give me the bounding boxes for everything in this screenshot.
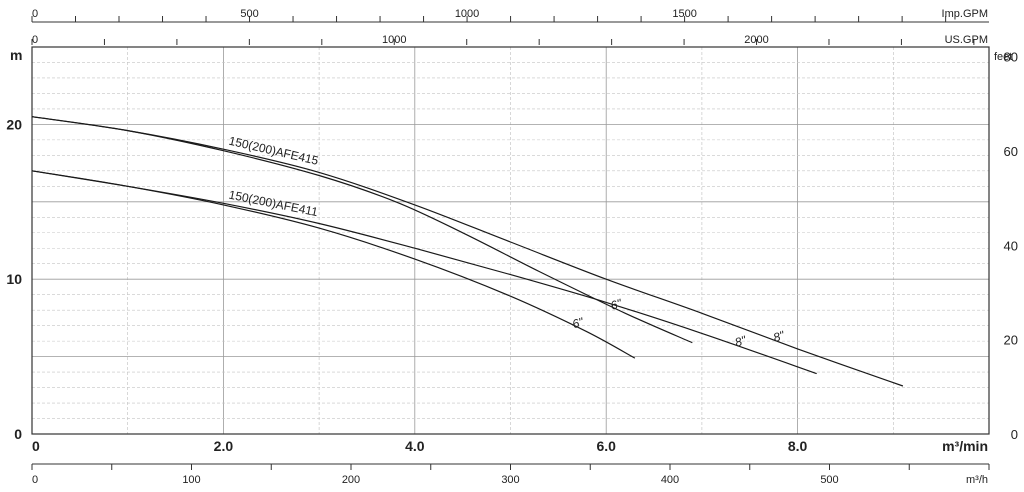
m3min-tick-label: 0 <box>32 438 40 454</box>
plot-frame <box>31 46 990 435</box>
y-unit-m-label: m <box>10 47 22 63</box>
imp-gpm-tick-label: 1000 <box>455 8 479 20</box>
m3h-tick-label: 200 <box>342 474 360 486</box>
imp-gpm-tick-label: 0 <box>32 8 38 20</box>
series-group <box>31 116 904 387</box>
m3h-tick-label: 100 <box>182 474 200 486</box>
series-line-0 <box>31 116 693 344</box>
pipe-size-label: 6" <box>609 296 624 313</box>
m3min-tick-label: 2.0 <box>214 438 234 454</box>
y-m-tick-label: 0 <box>14 426 22 442</box>
series-line-3 <box>31 170 817 375</box>
us-gpm-tick-label: 1000 <box>382 34 406 46</box>
m3h-tick-label: 400 <box>661 474 679 486</box>
m3min-tick-label: 6.0 <box>596 438 616 454</box>
m3min-tick-label: 4.0 <box>405 438 425 454</box>
y-m-tick-label: 10 <box>6 271 22 287</box>
m3h-tick-label: 0 <box>32 474 38 486</box>
y-feet-tick-label: 40 <box>1004 238 1018 253</box>
y-feet-tick-label: 0 <box>1011 427 1018 442</box>
imp-gpm-tick-label: 1500 <box>672 8 696 20</box>
grid <box>32 47 989 434</box>
y-feet-tick-label: 60 <box>1004 144 1018 159</box>
series-line-1 <box>31 116 904 387</box>
curve-model-label: 150(200)AFE411 <box>228 188 320 220</box>
y-feet-tick-label: 20 <box>1004 333 1018 348</box>
y-m-tick-label: 20 <box>6 116 22 132</box>
pipe-size-label: 8" <box>733 333 748 350</box>
m3min-unit-label: m³/min <box>942 438 988 454</box>
imp-gpm-unit-label: Imp.GPM <box>942 8 988 20</box>
y-unit-feet-label: feet <box>994 51 1012 63</box>
pipe-size-label: 6" <box>570 314 585 331</box>
y-feet-tick-label: 80 <box>1004 50 1018 65</box>
m3h-tick-label: 300 <box>501 474 519 486</box>
m3h-tick-label: 500 <box>820 474 838 486</box>
m3min-tick-label: 8.0 <box>788 438 808 454</box>
pipe-size-label: 8" <box>771 328 786 345</box>
us-gpm-unit-label: US.GPM <box>945 34 988 46</box>
m3h-unit-label: m³/h <box>966 474 988 486</box>
us-gpm-tick-label: 2000 <box>744 34 768 46</box>
series-line-2 <box>31 170 636 359</box>
imp-gpm-tick-label: 500 <box>240 8 258 20</box>
us-gpm-tick-label: 0 <box>32 34 38 46</box>
